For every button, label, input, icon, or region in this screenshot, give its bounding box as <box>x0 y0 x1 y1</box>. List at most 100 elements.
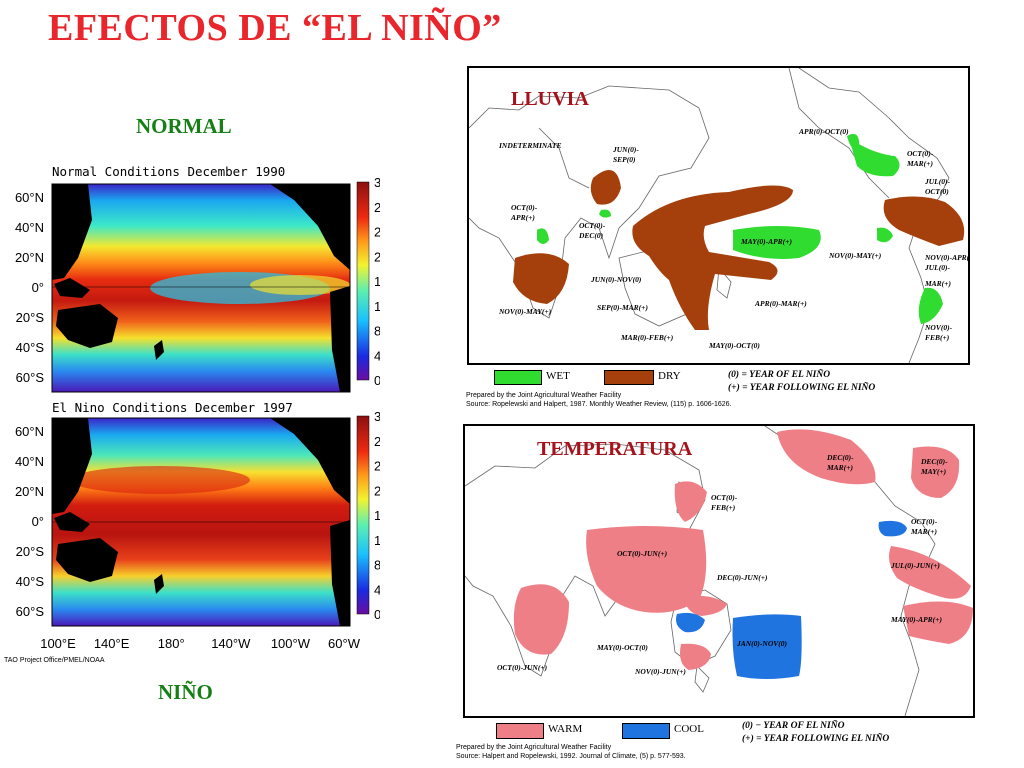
rain-region-label: INDETERMINATE <box>498 141 562 150</box>
cool-legend-label: COOL <box>674 723 704 735</box>
latitude-tick-label: 20°N <box>15 484 44 499</box>
sst-nino-map <box>51 417 351 627</box>
colorbar-tick-label: 4 <box>374 582 380 597</box>
rain-region-label: DEC(0) <box>578 231 604 240</box>
latitude-tick-label: 40°N <box>15 454 44 469</box>
colorbar-tick-label: 28 <box>374 200 380 215</box>
latitude-tick-label: 40°N <box>15 220 44 235</box>
colorbar-normal <box>356 181 370 381</box>
wet-region-east-africa <box>537 228 549 244</box>
latitude-tick-label: 0° <box>32 280 44 295</box>
latitude-tick-label: 40°S <box>16 340 45 355</box>
rain-note-1: (+) = YEAR FOLLOWING EL NIÑO <box>728 383 876 393</box>
rain-region-label: OCT(0)- <box>579 221 606 230</box>
colorbar-tick-label: 0 <box>374 373 380 388</box>
temperature-region-label: OCT(0)- <box>911 517 938 526</box>
wet-region-ecuador <box>877 227 893 243</box>
colorbar-tick-label: 32 <box>374 409 380 424</box>
colorbar-tick-label: 28 <box>374 434 380 449</box>
rain-credit-2: Source: Ropelewski and Halpert, 1987. Mo… <box>466 401 732 408</box>
warm-region-south-asia <box>586 526 707 613</box>
longitude-tick-label: 140°W <box>211 636 251 651</box>
rain-region-label: APR(0)-OCT(0) <box>798 127 849 136</box>
temperature-region-label: NOV(0)-JUN(+) <box>634 667 686 676</box>
colorbar-tick-label: 20 <box>374 483 380 498</box>
rain-region-label: MAY(0)-OCT(0) <box>708 341 760 350</box>
warm-region-south-africa <box>513 584 569 655</box>
warm-legend-label: WARM <box>548 723 583 735</box>
wet-region-east-africa-small <box>599 209 611 218</box>
temperature-region-label: OCT(0)-JUN(+) <box>497 663 548 672</box>
cool-legend-swatch <box>622 723 670 739</box>
dry-region-indonesia-australia <box>632 185 793 330</box>
rain-region-label: OCT(0)- <box>511 203 538 212</box>
wet-region-central-pacific <box>733 226 821 259</box>
dry-region-east-africa <box>590 170 621 205</box>
wet-legend-label: WET <box>546 370 570 382</box>
temperature-region-label: DEC(0)- <box>920 457 948 466</box>
nino-label: NIÑO <box>158 680 213 704</box>
rain-region-label: SEP(0)-MAR(+) <box>597 303 648 312</box>
latitude-tick-label: 20°S <box>16 544 45 559</box>
warm-region-canada <box>911 446 960 498</box>
latitude-tick-label: 20°S <box>16 310 45 325</box>
colorbar-tick-label: 32 <box>374 175 380 190</box>
rain-region-label: NOV(0)- <box>924 323 953 332</box>
normal-label: NORMAL <box>136 114 232 138</box>
rain-region-label: SEP(0) <box>613 155 636 164</box>
rain-region-label: JUN(0)- <box>612 145 639 154</box>
dry-legend-label: DRY <box>658 370 681 382</box>
temperature-map-panel: DEC(0)- MAR(+) DEC(0)- MAY(+) OCT(0)- FEB(+) O… <box>463 424 975 718</box>
rain-note-0: (0) = YEAR OF EL NIÑO <box>728 370 831 380</box>
latitude-tick-label: 40°S <box>16 574 45 589</box>
colorbar-tick-label: 12 <box>374 533 380 548</box>
rain-region-label: APR(+) <box>510 213 535 222</box>
longitude-tick-label: 140°E <box>94 636 130 651</box>
rain-region-label: JUL(0)- <box>924 177 950 186</box>
temperature-region-label: OCT(0)-JUN(+) <box>617 549 668 558</box>
rain-region-label: MAR(+) <box>924 279 951 288</box>
colorbar-tick-label: 24 <box>374 459 380 474</box>
dry-legend-swatch <box>604 370 654 385</box>
temp-note-0: (0) − YEAR OF EL NIÑO <box>742 721 845 731</box>
latitude-tick-label: 20°N <box>15 250 44 265</box>
temperature-region-label: OCT(0)- <box>711 493 738 502</box>
colorbar-tick-label: 20 <box>374 249 380 264</box>
rain-region-label: APR(0)-MAR(+) <box>754 299 807 308</box>
temperature-region-label: JUL(0)-JUN(+) <box>890 561 940 570</box>
sst-credit: TAO Project Office/PMEL/NOAA <box>4 657 105 664</box>
temperature-region-label: MAY(+) <box>920 467 947 476</box>
latitude-tick-label: 60°S <box>16 604 45 619</box>
longitude-tick-label: 180° <box>158 636 185 651</box>
rain-region-label: MAY(0)-APR(+) <box>740 237 792 246</box>
rain-title: LLUVIA <box>511 88 589 110</box>
dry-region-central-america <box>883 196 965 246</box>
rain-region-label: NOV(0)-MAY(+) <box>498 307 552 316</box>
rain-region-label: MAR(+) <box>906 159 933 168</box>
cool-region-indonesia <box>676 612 705 633</box>
warm-region-australia-east <box>680 643 711 670</box>
temperature-title: TEMPERATURA <box>537 438 693 460</box>
temp-credit-1: Prepared by the Joint Agricultural Weath… <box>456 744 612 751</box>
colorbar-tick-label: 24 <box>374 225 380 240</box>
warm-region-alaska <box>777 429 876 485</box>
wet-legend-swatch <box>494 370 542 385</box>
colorbar-tick-label: 4 <box>374 348 380 363</box>
dry-region-south-africa <box>513 253 569 304</box>
temperature-region-label: MAY(0)-APR(+) <box>890 615 942 624</box>
rain-region-label: OCT(0) <box>925 187 949 196</box>
longitude-tick-label: 100°E <box>40 636 76 651</box>
wet-region-california <box>847 133 860 151</box>
colorbar-tick-label: 0 <box>374 607 380 622</box>
sst-normal-title: Normal Conditions December 1990 <box>52 164 285 179</box>
temperature-region-label: FEB(+) <box>711 503 736 512</box>
rain-credit-1: Prepared by the Joint Agricultural Weath… <box>466 392 622 399</box>
rain-regions-layer: INDETERMINATE JUN(0)-SEP(0)OCT(0)-APR(+)O… <box>498 127 968 350</box>
colorbar-tick-label: 16 <box>374 274 380 289</box>
longitude-tick-label: 60°W <box>328 636 361 651</box>
latitude-tick-label: 60°S <box>16 370 45 385</box>
colorbar-tick-label: 12 <box>374 299 380 314</box>
rain-map-panel: INDETERMINATE JUN(0)- SEP(0) OCT(0)- APR(+) O… <box>467 66 970 365</box>
temperature-region-label: MAR(+) <box>826 463 853 472</box>
warm-region-south-america <box>903 601 973 644</box>
